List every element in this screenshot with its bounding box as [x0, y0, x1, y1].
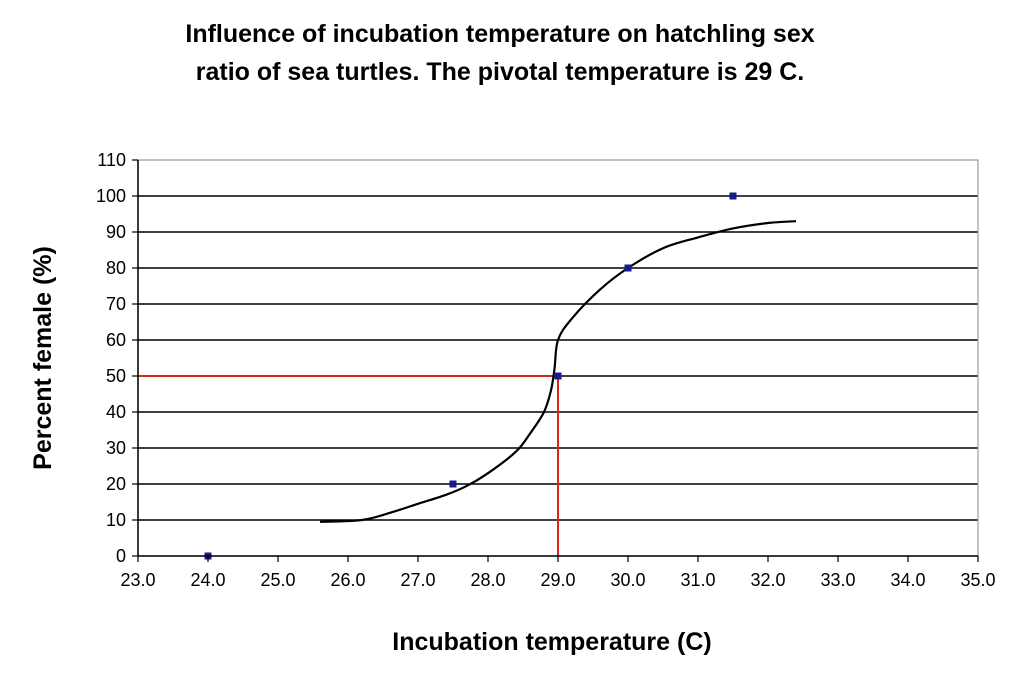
- x-tick-label: 24.0: [190, 570, 225, 590]
- sigmoid-fit-curve: [319, 220, 797, 523]
- x-tick-label: 31.0: [680, 570, 715, 590]
- y-tick-label: 60: [106, 330, 126, 350]
- y-tick-label: 50: [106, 366, 126, 386]
- y-tick-label: 30: [106, 438, 126, 458]
- x-tick-label: 28.0: [470, 570, 505, 590]
- x-tick-label: 23.0: [120, 570, 155, 590]
- y-axis-ticks: 0 10 20 30 40 50 60 70 80 90 100 110: [96, 150, 138, 566]
- y-tick-label: 40: [106, 402, 126, 422]
- y-tick-label: 10: [106, 510, 126, 530]
- y-tick-label: 80: [106, 258, 126, 278]
- y-tick-label: 0: [116, 546, 126, 566]
- data-point: [624, 264, 632, 272]
- chart-title-line-2: ratio of sea turtles. The pivotal temper…: [196, 58, 805, 86]
- fit-curve: [319, 220, 797, 523]
- x-tick-label: 35.0: [960, 570, 995, 590]
- chart-title-line-1: Influence of incubation temperature on h…: [185, 20, 814, 48]
- y-tick-label: 90: [106, 222, 126, 242]
- data-point: [449, 480, 457, 488]
- data-point: [554, 372, 562, 380]
- x-tick-label: 27.0: [400, 570, 435, 590]
- y-tick-label: 70: [106, 294, 126, 314]
- x-tick-label: 33.0: [820, 570, 855, 590]
- pivot-lines: [138, 375, 559, 556]
- x-tick-label: 34.0: [890, 570, 925, 590]
- x-axis-ticks: 23.0 24.0 25.0 26.0 27.0 28.0 29.0 30.0 31.0 32.0…: [120, 556, 996, 590]
- x-tick-label: 32.0: [750, 570, 785, 590]
- y-tick-label: 100: [96, 186, 126, 206]
- y-axis-title: Percent female (%): [29, 246, 57, 470]
- y-tick-label: 110: [97, 150, 126, 170]
- data-point: [729, 192, 737, 200]
- x-tick-label: 29.0: [540, 570, 575, 590]
- x-tick-label: 26.0: [330, 570, 365, 590]
- y-tick-label: 20: [106, 474, 126, 494]
- x-axis-title: Incubation temperature (C): [392, 628, 711, 656]
- x-tick-label: 25.0: [260, 570, 295, 590]
- x-tick-label: 30.0: [610, 570, 645, 590]
